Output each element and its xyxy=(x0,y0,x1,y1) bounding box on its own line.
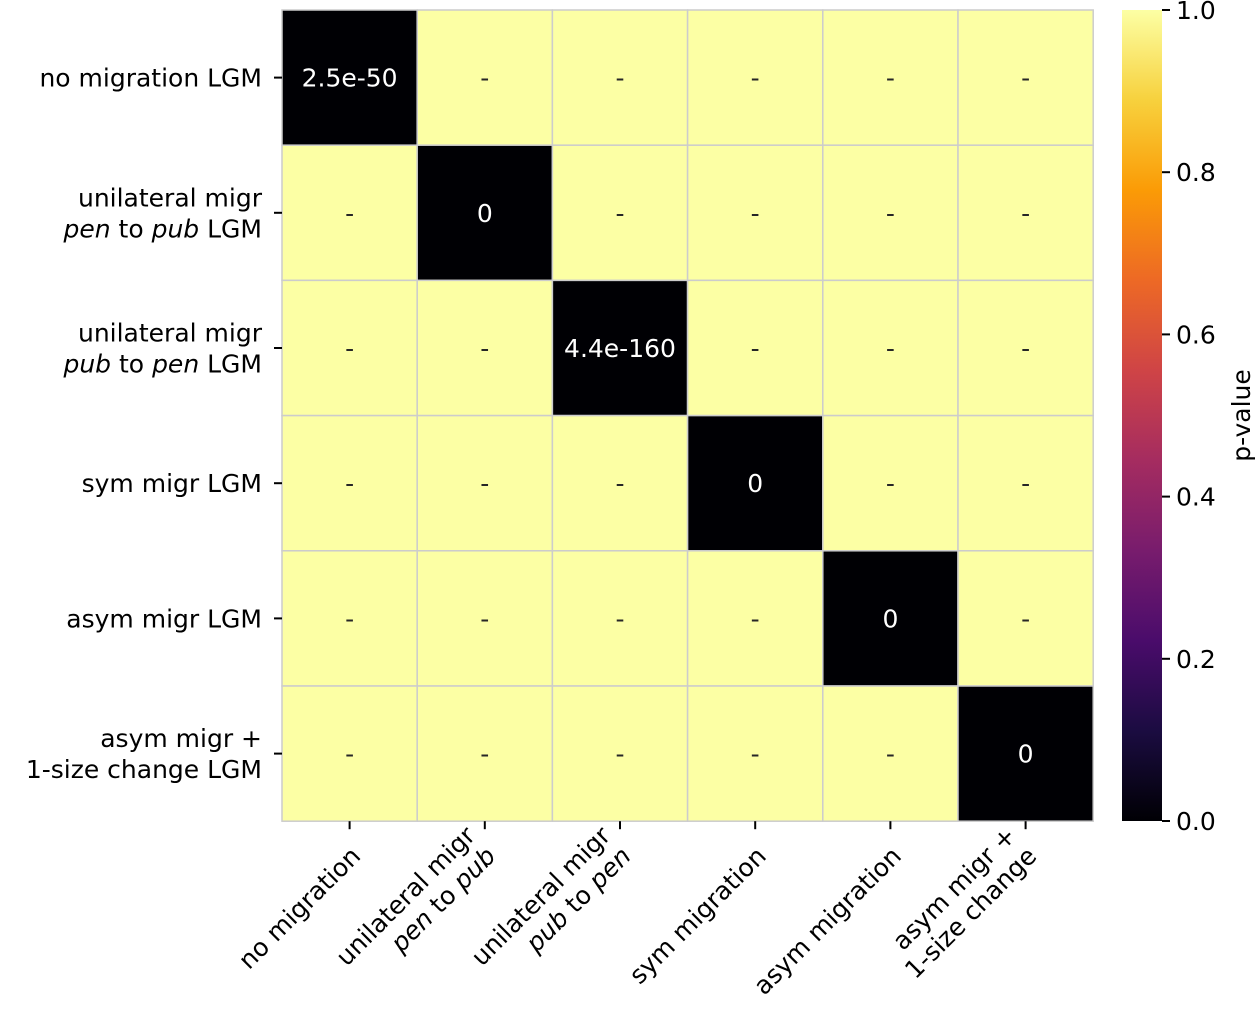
cell-annotation: - xyxy=(480,64,489,93)
y-tick-label: unilateral migr xyxy=(78,183,263,212)
heatmap-cell xyxy=(686,9,824,146)
colorbar-tick-label: 1.0 xyxy=(1176,0,1216,25)
cell-annotation: - xyxy=(1021,334,1030,363)
heatmap-cell xyxy=(551,414,689,552)
cell-annotation: - xyxy=(751,740,760,769)
heatmap-cell xyxy=(822,414,959,552)
colorbar-tick-label: 0.8 xyxy=(1176,158,1216,187)
heatmap-cell xyxy=(686,550,824,687)
heatmap-cell xyxy=(281,9,418,146)
y-tick-label: asym migr + xyxy=(100,724,262,753)
heatmap-cell xyxy=(686,279,824,417)
cell-annotation: - xyxy=(1021,604,1030,633)
heatmap-cell xyxy=(281,414,418,552)
heatmap-cell xyxy=(551,550,689,687)
colorbar-tick-label: 0.6 xyxy=(1176,320,1216,349)
cell-annotation: - xyxy=(345,199,354,228)
cell-annotation: - xyxy=(886,199,895,228)
x-tick-label-group: asym migration xyxy=(748,841,907,1000)
cell-annotation: - xyxy=(480,604,489,633)
y-tick-label: unilateral migr xyxy=(78,319,263,348)
cell-annotation: - xyxy=(615,604,624,633)
cell-annotation: 0 xyxy=(747,469,763,498)
cell-annotation: - xyxy=(480,469,489,498)
heatmap-cell xyxy=(957,414,1094,552)
cell-annotation: 0 xyxy=(882,604,898,633)
y-tick-label: pub to pen LGM xyxy=(62,350,262,379)
heatmap-cell xyxy=(957,685,1094,822)
y-tick-label: pen to pub LGM xyxy=(62,214,262,243)
cell-annotation: - xyxy=(886,334,895,363)
cell-annotation: - xyxy=(615,740,624,769)
heatmap-cell xyxy=(957,9,1094,146)
heatmap-cell xyxy=(416,9,554,146)
cell-annotation: 0 xyxy=(1018,740,1034,769)
heatmap-cell xyxy=(281,279,418,417)
x-tick-label-group: asym migr +1-size change xyxy=(887,821,1042,985)
colorbar-tick-label: 0.0 xyxy=(1176,807,1216,836)
cell-annotation: - xyxy=(1021,469,1030,498)
cell-annotation: - xyxy=(751,64,760,93)
colorbar-tick-label: 0.2 xyxy=(1176,645,1216,674)
cell-annotation: - xyxy=(751,334,760,363)
heatmap-cell xyxy=(686,144,824,282)
cell-annotation: 0 xyxy=(477,199,493,228)
heatmap-cell xyxy=(416,279,554,417)
y-tick-label: 1-size change LGM xyxy=(26,755,262,784)
colorbar-label: p-value xyxy=(1227,369,1256,462)
heatmap-cell xyxy=(551,279,689,417)
heatmap-cell xyxy=(281,550,418,687)
heatmap-cell xyxy=(281,685,418,822)
cell-annotation: 2.5e-50 xyxy=(302,64,398,93)
x-tick-label: sym migration xyxy=(623,841,771,989)
heatmap-cells xyxy=(281,9,1094,822)
heatmap-cell xyxy=(551,9,689,146)
cell-annotation: - xyxy=(1021,64,1030,93)
heatmap-cell xyxy=(822,685,959,822)
cell-annotation: - xyxy=(480,740,489,769)
cell-annotation: - xyxy=(345,740,354,769)
heatmap-cell xyxy=(416,144,554,282)
heatmap-cell xyxy=(957,144,1094,282)
y-tick-label: no migration LGM xyxy=(39,64,262,93)
cell-annotation: 4.4e-160 xyxy=(564,334,676,363)
cell-annotation: - xyxy=(886,64,895,93)
cell-annotation: - xyxy=(615,469,624,498)
colorbar-tick-label: 0.4 xyxy=(1176,483,1216,512)
cell-annotation: - xyxy=(751,199,760,228)
cell-annotation: - xyxy=(345,604,354,633)
cell-annotation: - xyxy=(615,199,624,228)
cell-annotations: 2.5e-50 - - - - - - 0 - - - - - - 4.4e-160 - - - - - - 0 - - - - -… xyxy=(302,64,1034,769)
y-tick-label: asym migr LGM xyxy=(66,604,262,633)
cell-annotation: - xyxy=(886,469,895,498)
cell-annotation: - xyxy=(345,469,354,498)
heatmap-cell xyxy=(957,279,1094,417)
x-tick-label-group: sym migration xyxy=(623,841,771,989)
cell-annotation: - xyxy=(886,740,895,769)
cell-annotation: - xyxy=(345,334,354,363)
heatmap-cell xyxy=(822,279,959,417)
cell-annotation: - xyxy=(1021,199,1030,228)
y-tick-label: sym migr LGM xyxy=(82,469,262,498)
x-tick-label: asym migration xyxy=(748,841,907,1000)
heatmap-cell xyxy=(686,414,824,552)
heatmap-cell xyxy=(822,9,959,146)
heatmap-cell xyxy=(416,414,554,552)
cell-annotation: - xyxy=(751,604,760,633)
colorbar-bar xyxy=(1122,10,1162,821)
colorbar: 0.0 0.2 0.4 0.6 0.8 1.0 p-value xyxy=(1122,0,1256,836)
cell-annotation: - xyxy=(480,334,489,363)
heatmap-cell xyxy=(957,550,1094,687)
cell-annotation: - xyxy=(615,64,624,93)
heatmap-cell xyxy=(822,550,959,687)
